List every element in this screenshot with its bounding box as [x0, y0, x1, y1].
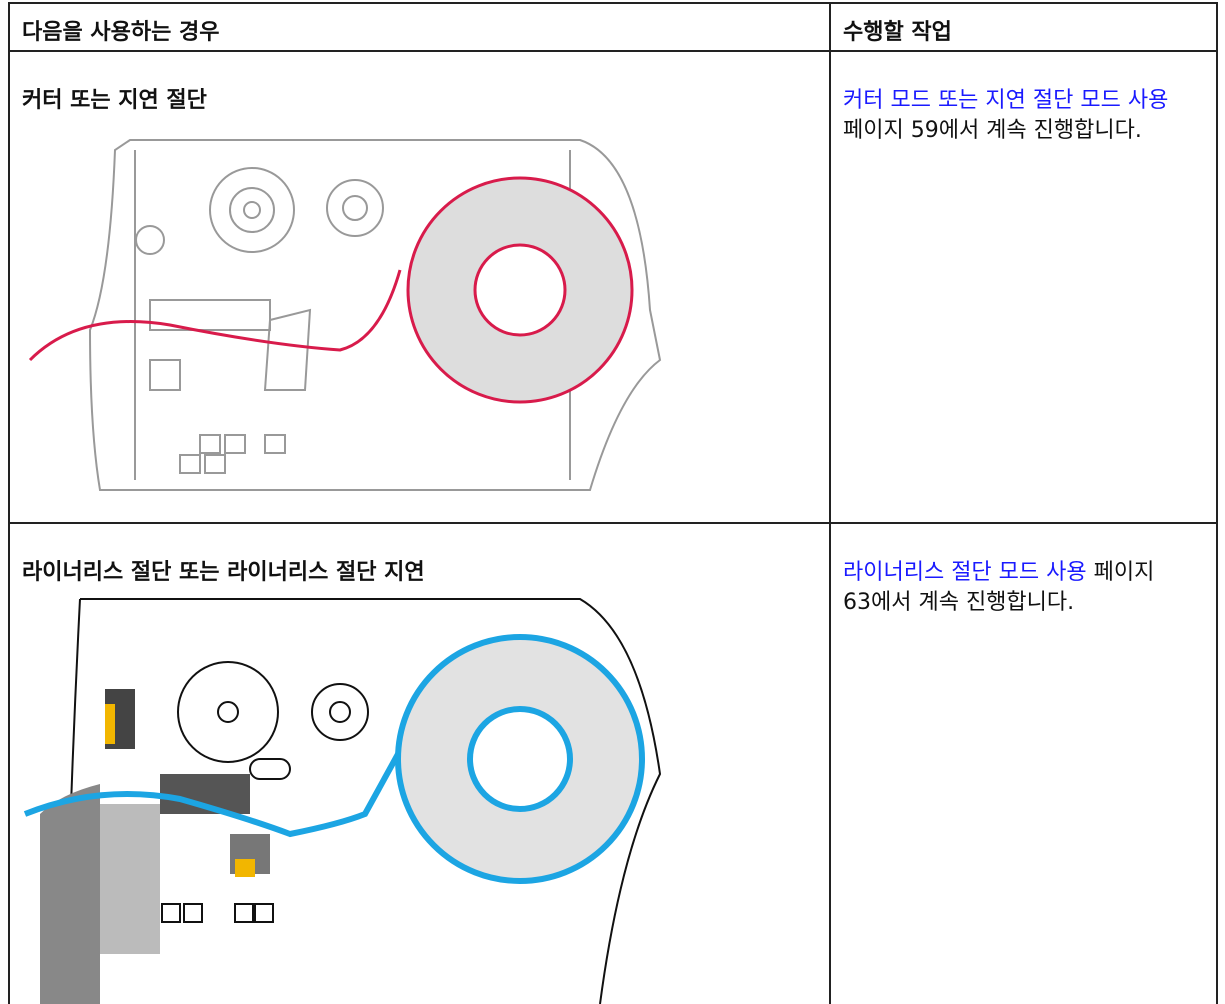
action-text: 페이지 63에서 계속 진행합니다. [843, 560, 1155, 615]
row-label: 커터 또는 지연 절단 [22, 88, 207, 113]
rule [8, 50, 1218, 52]
rule [829, 2, 831, 1004]
illustration [28, 139, 662, 491]
illustration [23, 598, 662, 1004]
row-label: 라이너리스 절단 또는 라이너리스 절단 지연 [22, 560, 425, 585]
action-text: 페이지 59에서 계속 진행합니다. [843, 118, 1142, 143]
header-cell: 수행할 작업 [843, 20, 952, 45]
rule [8, 2, 10, 1004]
rule [8, 2, 1218, 4]
action-cell: 커터 모드 또는 지연 절단 모드 사용 페이지 59에서 계속 진행합니다. [831, 74, 1201, 158]
link[interactable]: 라이너리스 절단 모드 사용 [843, 560, 1087, 585]
action-cell: 라이너리스 절단 모드 사용 페이지 63에서 계속 진행합니다. [831, 546, 1201, 630]
link[interactable]: 커터 모드 또는 지연 절단 모드 사용 [843, 88, 1169, 113]
header-cell: 다음을 사용하는 경우 [22, 20, 220, 45]
rule [1216, 2, 1218, 1004]
rule [8, 522, 1218, 524]
